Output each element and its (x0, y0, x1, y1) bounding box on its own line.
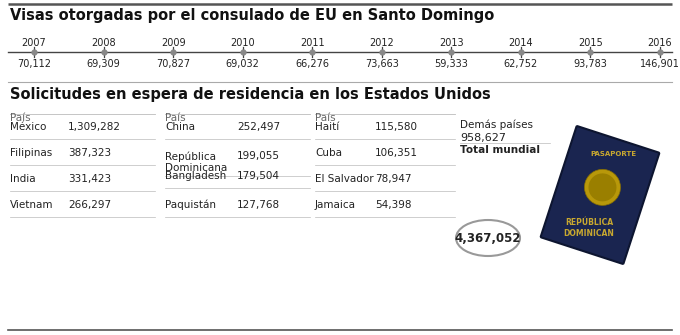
Text: El Salvador: El Salvador (315, 174, 373, 184)
Text: 69,309: 69,309 (86, 59, 120, 69)
Text: 958,627: 958,627 (460, 133, 506, 143)
Text: 2010: 2010 (231, 38, 255, 48)
Text: 54,398: 54,398 (375, 200, 411, 210)
Text: 2008: 2008 (91, 38, 116, 48)
Circle shape (588, 174, 617, 201)
Text: 199,055: 199,055 (237, 151, 280, 161)
Text: China: China (165, 122, 195, 132)
Text: 2009: 2009 (160, 38, 186, 48)
Text: REPÚBLICA
DOMINICAN: REPÚBLICA DOMINICAN (564, 218, 615, 238)
Text: 62,752: 62,752 (504, 59, 538, 69)
Text: 78,947: 78,947 (375, 174, 411, 184)
Text: Jamaica: Jamaica (315, 200, 356, 210)
Text: 73,663: 73,663 (365, 59, 398, 69)
Text: País: País (315, 113, 336, 123)
Text: Cuba: Cuba (315, 148, 342, 158)
Text: 2016: 2016 (647, 38, 673, 48)
Text: 2015: 2015 (578, 38, 602, 48)
Text: 2012: 2012 (369, 38, 394, 48)
Circle shape (585, 170, 620, 205)
Text: 70,112: 70,112 (17, 59, 51, 69)
Text: 93,783: 93,783 (573, 59, 607, 69)
Text: 387,323: 387,323 (68, 148, 111, 158)
Text: 127,768: 127,768 (237, 200, 280, 210)
Text: 2011: 2011 (300, 38, 324, 48)
Text: Visas otorgadas por el consulado de EU en Santo Domingo: Visas otorgadas por el consulado de EU e… (10, 8, 494, 23)
Text: 4,367,052: 4,367,052 (455, 231, 522, 245)
Text: 179,504: 179,504 (237, 171, 280, 181)
Text: 70,827: 70,827 (156, 59, 190, 69)
Text: 146,901: 146,901 (640, 59, 680, 69)
FancyBboxPatch shape (541, 126, 659, 264)
Text: 2007: 2007 (22, 38, 46, 48)
Text: 252,497: 252,497 (237, 122, 280, 132)
Text: 2014: 2014 (509, 38, 533, 48)
Text: PASAPORTE: PASAPORTE (590, 151, 636, 157)
Text: 1,309,282: 1,309,282 (68, 122, 121, 132)
Text: 115,580: 115,580 (375, 122, 418, 132)
Text: República
Dominicana: República Dominicana (165, 151, 227, 173)
Text: Haití: Haití (315, 122, 339, 132)
Text: 69,032: 69,032 (226, 59, 260, 69)
Text: México: México (10, 122, 46, 132)
Text: 2013: 2013 (439, 38, 464, 48)
Text: País: País (10, 113, 31, 123)
Text: Total mundial: Total mundial (460, 145, 540, 155)
Text: Demás países: Demás países (460, 119, 533, 130)
Text: País: País (165, 113, 186, 123)
Text: Vietnam: Vietnam (10, 200, 54, 210)
Text: Bangladesh: Bangladesh (165, 171, 226, 181)
Text: 266,297: 266,297 (68, 200, 111, 210)
Text: 66,276: 66,276 (295, 59, 329, 69)
Text: Paquistán: Paquistán (165, 200, 216, 210)
Text: 59,333: 59,333 (435, 59, 469, 69)
Text: Filipinas: Filipinas (10, 148, 52, 158)
Text: 331,423: 331,423 (68, 174, 111, 184)
Text: Solicitudes en espera de residencia en los Estados Unidos: Solicitudes en espera de residencia en l… (10, 87, 491, 102)
Text: India: India (10, 174, 35, 184)
Text: 106,351: 106,351 (375, 148, 418, 158)
